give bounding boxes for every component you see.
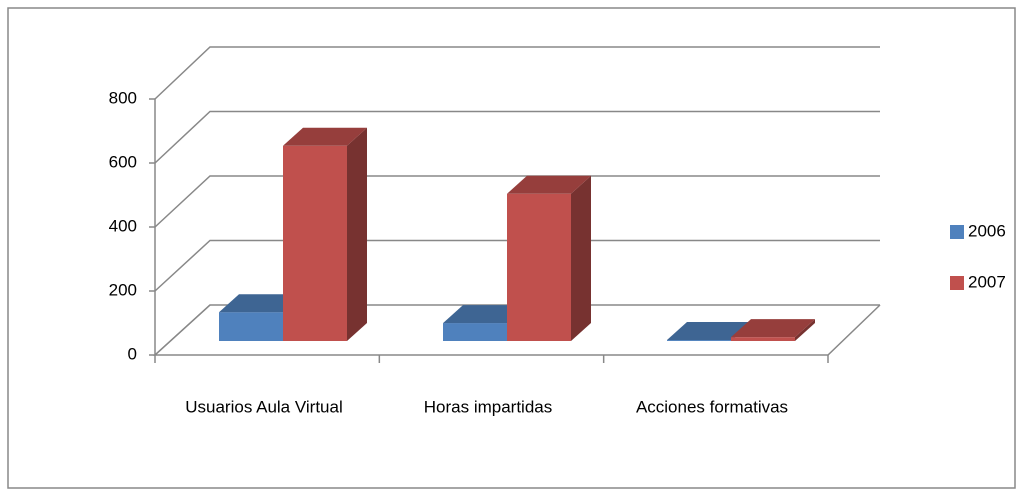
legend-label: 2007 — [968, 272, 1006, 291]
y-tick-label: 800 — [109, 88, 137, 107]
bar-top — [667, 322, 751, 341]
bar-side — [571, 175, 591, 341]
y-tick-label: 600 — [109, 152, 137, 171]
bar-top — [731, 319, 815, 338]
bar-front — [507, 193, 571, 341]
bar — [507, 175, 591, 341]
bar-front — [731, 337, 795, 341]
x-tick-label: Usuarios Aula Virtual — [185, 397, 343, 416]
bar — [731, 319, 815, 341]
bar-front — [283, 145, 347, 341]
grid-line — [154, 46, 880, 100]
y-tick-label: 0 — [128, 344, 137, 363]
bar-front — [443, 323, 507, 341]
y-tick-label: 400 — [109, 216, 137, 235]
legend-label: 2006 — [968, 221, 1006, 240]
bar-side — [795, 319, 815, 341]
bar-top — [443, 305, 527, 324]
bar-side — [347, 127, 367, 341]
grid-line — [154, 175, 880, 228]
legend-swatch — [950, 225, 964, 239]
y-tick-label: 200 — [109, 280, 137, 299]
x-tick-label: Horas impartidas — [424, 397, 553, 416]
bar-top — [219, 294, 303, 313]
grid-line — [154, 304, 880, 356]
legend-swatch — [950, 276, 964, 290]
bar-front — [667, 340, 731, 341]
bar-front — [219, 312, 283, 341]
grid-line — [154, 110, 880, 164]
bar-top — [283, 127, 367, 146]
x-tick-label: Acciones formativas — [636, 397, 788, 416]
bar-top — [507, 175, 591, 194]
grid-line — [154, 239, 880, 292]
bar — [283, 127, 367, 341]
